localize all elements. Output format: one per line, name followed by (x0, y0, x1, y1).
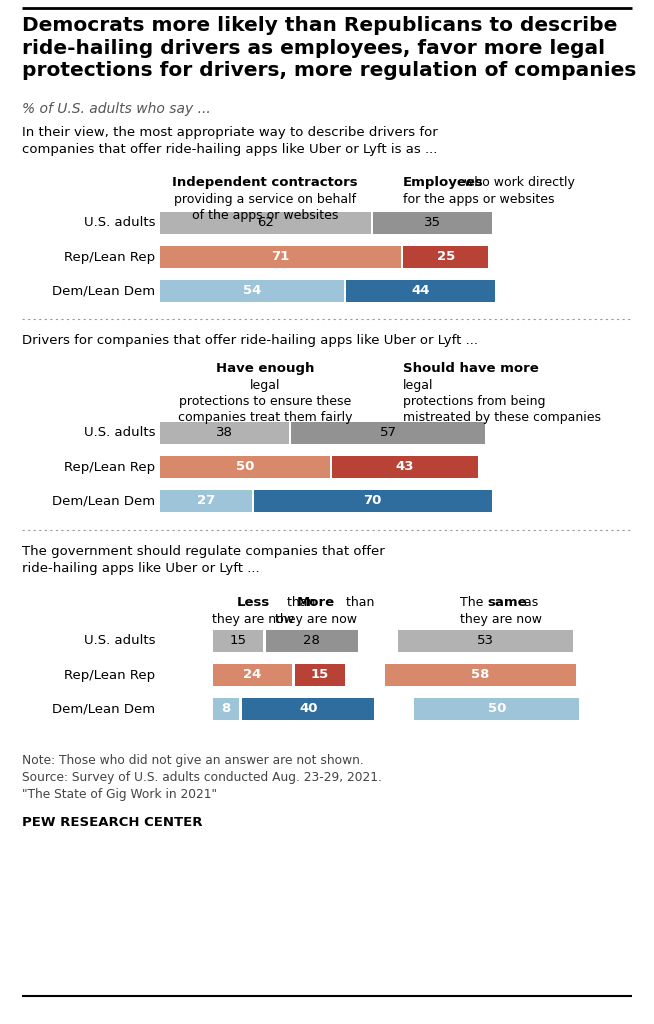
Text: for the apps or websites: for the apps or websites (403, 193, 555, 206)
Text: % of U.S. adults who say ...: % of U.S. adults who say ... (22, 102, 211, 116)
Text: 25: 25 (437, 251, 455, 263)
Bar (213, 630, 262, 652)
Text: 27: 27 (197, 495, 215, 508)
Text: legal
protections to ensure these
companies treat them fairly: legal protections to ensure these compan… (178, 379, 353, 424)
Text: 15: 15 (311, 669, 329, 682)
Text: 40: 40 (299, 702, 318, 716)
Text: U.S. adults: U.S. adults (84, 427, 155, 439)
Text: 71: 71 (271, 251, 290, 263)
Bar (160, 490, 252, 512)
Bar (160, 456, 330, 478)
Text: 53: 53 (477, 635, 494, 647)
Text: 54: 54 (243, 285, 261, 298)
Bar (373, 212, 492, 234)
Text: The: The (460, 596, 487, 609)
Text: 35: 35 (424, 216, 441, 229)
Text: Should have more: Should have more (403, 362, 539, 375)
Bar (254, 490, 492, 512)
Text: Dem/Lean Dem: Dem/Lean Dem (52, 285, 155, 298)
Text: 62: 62 (257, 216, 274, 229)
Text: than: than (342, 596, 374, 609)
Text: The government should regulate companies that offer
ride-hailing apps like Uber : The government should regulate companies… (22, 545, 385, 575)
Text: "The State of Gig Work in 2021": "The State of Gig Work in 2021" (22, 788, 217, 801)
Text: same: same (487, 596, 526, 609)
Text: Drivers for companies that offer ride-hailing apps like Uber or Lyft ...: Drivers for companies that offer ride-ha… (22, 334, 478, 347)
Bar (415, 698, 579, 720)
Text: Rep/Lean Rep: Rep/Lean Rep (64, 461, 155, 473)
Text: Employees: Employees (403, 176, 484, 189)
Text: In their view, the most appropriate way to describe drivers for
companies that o: In their view, the most appropriate way … (22, 126, 438, 156)
Text: legal
protections from being
mistreated by these companies: legal protections from being mistreated … (403, 379, 601, 424)
Text: 24: 24 (243, 669, 262, 682)
Text: U.S. adults: U.S. adults (84, 216, 155, 229)
Bar (243, 698, 374, 720)
Text: Have enough: Have enough (216, 362, 314, 375)
Bar (160, 212, 371, 234)
Text: U.S. adults: U.S. adults (84, 635, 155, 647)
Bar (160, 422, 289, 444)
Bar (160, 246, 402, 268)
Bar (345, 280, 495, 302)
Text: 70: 70 (364, 495, 382, 508)
Text: More: More (297, 596, 335, 609)
Text: than: than (283, 596, 315, 609)
Bar (398, 630, 573, 652)
Text: 58: 58 (472, 669, 490, 682)
Bar (291, 422, 485, 444)
Text: providing a service on behalf
of the apps or websites: providing a service on behalf of the app… (174, 193, 356, 222)
Text: 44: 44 (411, 285, 430, 298)
Text: 57: 57 (379, 427, 396, 439)
Text: they are now: they are now (460, 613, 542, 626)
Bar (295, 664, 345, 686)
Text: Dem/Lean Dem: Dem/Lean Dem (52, 495, 155, 508)
Text: 8: 8 (222, 702, 231, 716)
Bar (385, 664, 576, 686)
Text: 28: 28 (303, 635, 320, 647)
Text: Dem/Lean Dem: Dem/Lean Dem (52, 702, 155, 716)
Text: as: as (520, 596, 538, 609)
Text: PEW RESEARCH CENTER: PEW RESEARCH CENTER (22, 816, 203, 829)
Bar (404, 246, 489, 268)
Bar (332, 456, 478, 478)
Text: Source: Survey of U.S. adults conducted Aug. 23-29, 2021.: Source: Survey of U.S. adults conducted … (22, 771, 382, 784)
Text: 50: 50 (488, 702, 506, 716)
Text: Note: Those who did not give an answer are not shown.: Note: Those who did not give an answer a… (22, 754, 364, 767)
Text: 38: 38 (216, 427, 233, 439)
Text: Rep/Lean Rep: Rep/Lean Rep (64, 669, 155, 682)
Text: Rep/Lean Rep: Rep/Lean Rep (64, 251, 155, 263)
Text: Less: Less (236, 596, 269, 609)
Text: Democrats more likely than Republicans to describe
ride-hailing drivers as emplo: Democrats more likely than Republicans t… (22, 16, 636, 81)
Bar (213, 664, 292, 686)
Bar (266, 630, 358, 652)
Bar (160, 280, 343, 302)
Text: Independent contractors: Independent contractors (172, 176, 358, 189)
Bar (213, 698, 239, 720)
Text: they are now: they are now (212, 613, 294, 626)
Text: they are now: they are now (275, 613, 357, 626)
Text: 43: 43 (396, 461, 415, 473)
Text: 50: 50 (236, 461, 254, 473)
Text: who work directly: who work directly (460, 176, 575, 189)
Text: 15: 15 (230, 635, 247, 647)
